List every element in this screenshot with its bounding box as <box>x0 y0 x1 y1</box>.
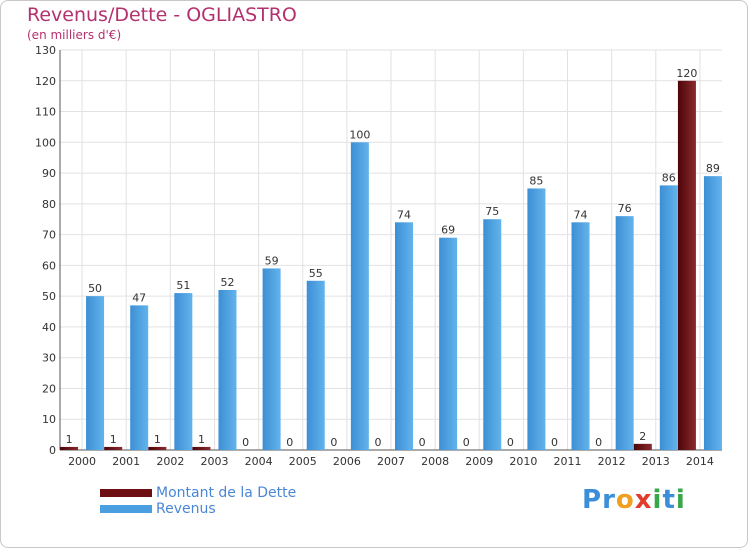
x-tick-label-2010: 2010 <box>509 455 537 468</box>
y-tick-label-40: 40 <box>42 321 56 334</box>
bar-revenus-2006 <box>350 142 369 451</box>
data-label-revenus-2008: 69 <box>441 224 455 237</box>
bar-dette-2002 <box>148 446 167 450</box>
bar-revenus-2010 <box>527 188 546 450</box>
logo-letter-0: P <box>582 485 603 515</box>
x-tick-label-2004: 2004 <box>245 455 273 468</box>
data-label-dette-2000: 1 <box>66 433 73 446</box>
x-tick-label-2003: 2003 <box>200 455 228 468</box>
data-label-dette-2004: 0 <box>242 436 249 449</box>
data-label-dette-2009: 0 <box>463 436 470 449</box>
data-label-revenus-2000: 50 <box>88 282 102 295</box>
bar-revenus-2005 <box>306 280 325 450</box>
y-tick-label-90: 90 <box>42 167 56 180</box>
logo-letter-6: i <box>675 485 686 515</box>
data-label-dette-2010: 0 <box>507 436 514 449</box>
y-tick-label-100: 100 <box>35 136 56 149</box>
data-label-dette-2007: 0 <box>375 436 382 449</box>
bar-dette-2014 <box>677 80 696 451</box>
logo-letter-1: r <box>602 485 616 515</box>
data-label-dette-2012: 0 <box>595 436 602 449</box>
chart-subtitle: (en milliers d'€) <box>27 28 122 42</box>
data-label-revenus-2003: 52 <box>220 276 234 289</box>
logo-letter-5: t <box>662 485 676 515</box>
bar-revenus-2003 <box>218 290 237 450</box>
data-label-revenus-2006: 100 <box>349 128 370 141</box>
x-tick-label-2014: 2014 <box>686 455 714 468</box>
bar-revenus-2002 <box>174 293 193 450</box>
bar-dette-2001 <box>104 446 123 450</box>
data-label-revenus-2002: 51 <box>176 279 190 292</box>
y-tick-label-70: 70 <box>42 229 56 242</box>
data-label-dette-2006: 0 <box>330 436 337 449</box>
x-tick-label-2006: 2006 <box>333 455 361 468</box>
logo-letter-4: i <box>652 485 663 515</box>
data-label-revenus-2004: 59 <box>265 254 279 267</box>
logo-letter-3: x <box>634 485 653 515</box>
x-tick-label-2011: 2011 <box>554 455 582 468</box>
bar-revenus-2011 <box>571 222 590 450</box>
legend-swatch-revenus <box>100 505 152 513</box>
y-tick-label-50: 50 <box>42 290 56 303</box>
data-label-revenus-2007: 74 <box>397 208 411 221</box>
y-tick-label-120: 120 <box>35 75 56 88</box>
data-label-dette-2008: 0 <box>419 436 426 449</box>
bar-revenus-2014 <box>703 176 722 450</box>
bar-revenus-2008 <box>439 237 458 450</box>
data-label-dette-2005: 0 <box>286 436 293 449</box>
data-label-dette-2011: 0 <box>551 436 558 449</box>
y-tick-label-10: 10 <box>42 413 56 426</box>
chart-title: Revenus/Dette - OGLIASTRO <box>27 4 297 26</box>
bar-revenus-2012 <box>615 216 634 450</box>
logo-letter-2: o <box>615 485 635 515</box>
x-tick-label-2002: 2002 <box>156 455 184 468</box>
bar-revenus-2013 <box>659 185 678 450</box>
legend-label-dette: Montant de la Dette <box>156 485 297 501</box>
data-label-dette-2013: 2 <box>639 430 646 443</box>
y-tick-label-30: 30 <box>42 352 56 365</box>
x-tick-label-2008: 2008 <box>421 455 449 468</box>
y-tick-label-20: 20 <box>42 382 56 395</box>
bar-dette-2013 <box>633 443 652 450</box>
x-tick-label-2000: 2000 <box>68 455 96 468</box>
data-label-dette-2001: 1 <box>110 433 117 446</box>
y-tick-label-110: 110 <box>35 106 56 119</box>
y-tick-label-80: 80 <box>42 198 56 211</box>
bar-revenus-2009 <box>483 219 502 450</box>
x-tick-label-2005: 2005 <box>289 455 317 468</box>
x-tick-label-2012: 2012 <box>598 455 626 468</box>
data-label-dette-2014: 120 <box>676 67 697 80</box>
data-label-revenus-2005: 55 <box>309 267 323 280</box>
legend-swatch-dette <box>100 489 152 497</box>
data-label-dette-2003: 1 <box>198 433 205 446</box>
bar-revenus-2007 <box>395 222 413 450</box>
x-tick-label-2001: 2001 <box>112 455 140 468</box>
bar-revenus-2004 <box>262 268 281 450</box>
data-label-revenus-2009: 75 <box>485 205 499 218</box>
data-label-revenus-2010: 85 <box>529 174 543 187</box>
y-tick-label-0: 0 <box>49 444 56 457</box>
data-label-revenus-2012: 76 <box>618 202 632 215</box>
data-label-dette-2002: 1 <box>154 433 161 446</box>
y-tick-label-60: 60 <box>42 259 56 272</box>
x-tick-label-2009: 2009 <box>465 455 493 468</box>
data-label-revenus-2001: 47 <box>132 291 146 304</box>
data-label-revenus-2014: 89 <box>706 162 720 175</box>
x-tick-label-2007: 2007 <box>377 455 405 468</box>
bar-revenus-2001 <box>130 305 149 450</box>
y-tick-label-130: 130 <box>35 44 56 57</box>
bar-revenus-2000 <box>86 296 105 450</box>
data-label-revenus-2013: 86 <box>662 171 676 184</box>
data-label-revenus-2011: 74 <box>574 208 588 221</box>
legend-label-revenus: Revenus <box>156 501 216 517</box>
proxiti-logo: Proxiti <box>582 485 686 515</box>
bar-dette-2000 <box>60 446 79 450</box>
bar-dette-2003 <box>192 446 211 450</box>
x-tick-label-2013: 2013 <box>642 455 670 468</box>
